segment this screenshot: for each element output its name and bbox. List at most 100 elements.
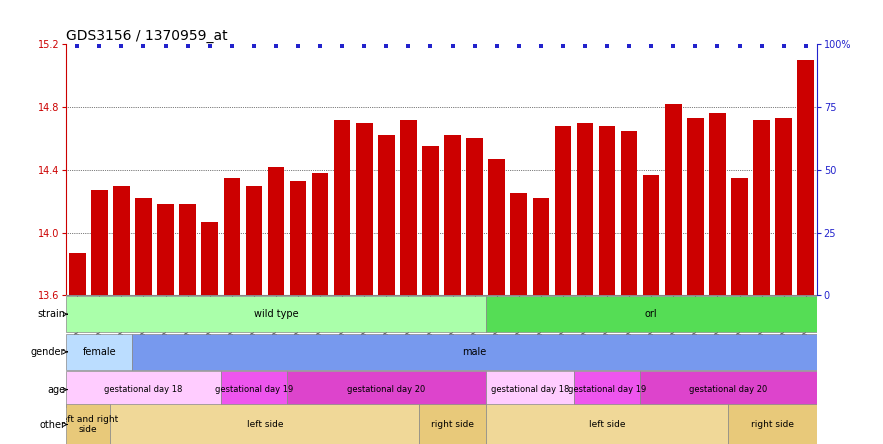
Bar: [510, 193, 527, 295]
Bar: [486, 404, 728, 444]
Text: orl: orl: [645, 309, 658, 319]
Bar: [88, 44, 110, 295]
Text: gestational day 19: gestational day 19: [215, 385, 293, 394]
Point: [115, 43, 129, 50]
Point: [180, 43, 194, 50]
Point: [93, 43, 106, 50]
Point: [357, 43, 372, 50]
Text: gestational day 18: gestational day 18: [491, 385, 569, 394]
Bar: [334, 119, 351, 295]
Point: [777, 43, 791, 50]
Point: [645, 43, 659, 50]
Bar: [110, 404, 419, 444]
Bar: [552, 44, 574, 295]
Bar: [419, 404, 486, 444]
Text: gestational day 20: gestational day 20: [347, 385, 426, 394]
Bar: [442, 44, 464, 295]
Bar: [66, 44, 88, 295]
Point: [755, 43, 769, 50]
Bar: [596, 44, 618, 295]
Text: wild type: wild type: [253, 309, 298, 319]
Bar: [397, 44, 419, 295]
Point: [336, 43, 350, 50]
Bar: [66, 334, 132, 370]
Bar: [201, 222, 218, 295]
Point: [578, 43, 592, 50]
Bar: [179, 204, 196, 295]
Bar: [66, 372, 221, 408]
Bar: [243, 44, 265, 295]
Point: [512, 43, 526, 50]
Bar: [356, 123, 373, 295]
Point: [268, 43, 283, 50]
Bar: [331, 44, 353, 295]
Bar: [508, 44, 530, 295]
Text: left and right
side: left and right side: [58, 415, 118, 434]
Bar: [91, 190, 108, 295]
Bar: [775, 118, 792, 295]
Bar: [464, 44, 486, 295]
Bar: [268, 166, 284, 295]
Bar: [66, 404, 110, 444]
Bar: [687, 118, 704, 295]
Point: [556, 43, 570, 50]
Bar: [577, 123, 593, 295]
Bar: [706, 44, 728, 295]
Point: [402, 43, 416, 50]
Text: gender: gender: [31, 347, 65, 357]
Point: [490, 43, 504, 50]
Text: male: male: [463, 347, 487, 357]
Text: gestational day 18: gestational day 18: [104, 385, 183, 394]
Bar: [728, 404, 817, 444]
Point: [446, 43, 460, 50]
Point: [689, 43, 703, 50]
Point: [159, 43, 173, 50]
Text: female: female: [82, 347, 117, 357]
Bar: [574, 44, 596, 295]
Point: [468, 43, 482, 50]
Point: [203, 43, 217, 50]
Text: gestational day 20: gestational day 20: [690, 385, 767, 394]
Bar: [665, 104, 682, 295]
Bar: [110, 44, 132, 295]
Bar: [640, 372, 817, 408]
Point: [534, 43, 548, 50]
Bar: [375, 44, 397, 295]
Point: [247, 43, 261, 50]
Bar: [486, 296, 817, 332]
Point: [225, 43, 239, 50]
Bar: [66, 296, 486, 332]
Text: left side: left side: [589, 420, 625, 429]
Point: [733, 43, 747, 50]
Bar: [466, 139, 483, 295]
Bar: [155, 44, 177, 295]
Bar: [753, 119, 770, 295]
Point: [313, 43, 328, 50]
Bar: [797, 60, 814, 295]
Bar: [751, 44, 773, 295]
Bar: [731, 178, 748, 295]
Bar: [640, 44, 662, 295]
Text: strain: strain: [37, 309, 65, 319]
Point: [291, 43, 306, 50]
Point: [424, 43, 438, 50]
Bar: [662, 44, 684, 295]
Bar: [486, 44, 508, 295]
Bar: [709, 113, 726, 295]
Text: age: age: [47, 385, 65, 395]
Bar: [245, 186, 262, 295]
Text: right side: right side: [431, 420, 474, 429]
Bar: [532, 198, 549, 295]
Point: [600, 43, 615, 50]
Point: [667, 43, 681, 50]
Point: [799, 43, 813, 50]
Bar: [773, 44, 795, 295]
Bar: [223, 178, 240, 295]
Point: [623, 43, 637, 50]
Point: [137, 43, 151, 50]
Text: right side: right side: [751, 420, 794, 429]
Bar: [444, 135, 461, 295]
Bar: [132, 44, 155, 295]
Bar: [265, 44, 287, 295]
Bar: [287, 44, 309, 295]
